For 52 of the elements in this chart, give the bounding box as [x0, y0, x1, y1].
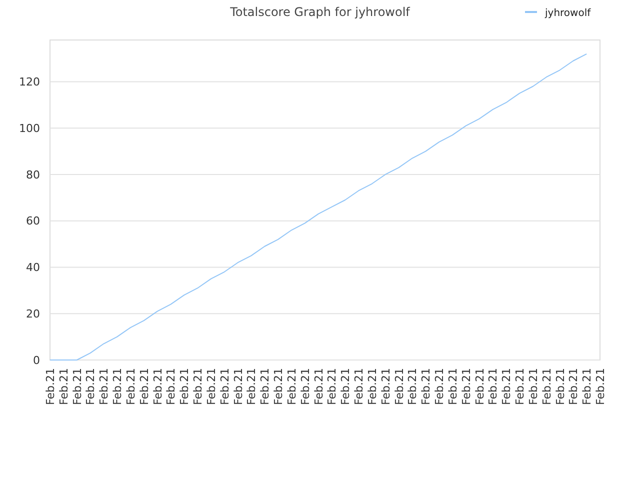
x-tick-label: Feb.21 [406, 368, 420, 405]
x-tick-label: Feb.21 [111, 368, 124, 405]
x-tick-label: Feb.21 [138, 368, 151, 405]
x-tick-label: Feb.21 [178, 368, 192, 405]
x-tick-label: Feb.21 [192, 368, 205, 405]
x-tick-label: Feb.21 [84, 368, 98, 405]
y-tick-label: 40 [26, 261, 40, 274]
x-tick-label: Feb.21 [204, 368, 218, 405]
x-tick-label: Feb.21 [70, 368, 84, 405]
x-tick-label: Feb.21 [366, 368, 379, 405]
chart-title: Totalscore Graph for jyhrowolf [229, 5, 411, 19]
x-tick-label: Feb.21 [473, 368, 486, 405]
x-tick-label: Feb.21 [567, 368, 580, 405]
y-tick-label: 80 [26, 168, 40, 182]
x-tick-label: Feb.21 [326, 368, 339, 405]
x-tick-label: Feb.21 [272, 368, 286, 405]
x-tick-label: Feb.21 [352, 368, 366, 405]
x-tick-label: Feb.21 [379, 368, 392, 405]
line-series [50, 53, 588, 360]
x-tick-label: Feb.21 [245, 368, 258, 405]
x-tick-label: Feb.21 [500, 368, 514, 405]
y-tick-label: 20 [26, 307, 40, 320]
y-tick-label: 60 [26, 214, 40, 228]
y-tick-label: 100 [19, 122, 40, 135]
x-tick-label: Feb.21 [526, 368, 540, 405]
y-tick-label: 120 [19, 76, 40, 89]
x-tick-label: Feb.21 [446, 368, 460, 405]
x-tick-label: Feb.21 [580, 368, 594, 405]
x-tick-label: Feb.21 [232, 368, 245, 405]
x-tick-label: Feb.21 [460, 368, 473, 405]
x-tick-label: Feb.21 [151, 368, 164, 405]
x-tick-label: Feb.21 [486, 368, 500, 405]
y-tick-label: 0 [33, 354, 40, 367]
x-tick-label: Feb.21 [285, 368, 298, 405]
x-tick-label: Feb.21 [420, 368, 433, 405]
x-tick-label: Feb.21 [514, 368, 527, 405]
x-tick-label: Feb.21 [312, 368, 326, 405]
x-tick-label: Feb.21 [392, 368, 406, 405]
x-tick-label: Feb.21 [258, 368, 272, 405]
x-tick-label: Feb.21 [339, 368, 352, 405]
x-tick-label: Feb.21 [540, 368, 554, 405]
x-tick-label: Feb.21 [164, 368, 178, 405]
x-tick-label: Feb.21 [57, 368, 70, 405]
x-tick-label: Feb.21 [554, 368, 567, 405]
x-tick-label: Feb.21 [44, 368, 57, 405]
x-tick-label: Feb.21 [218, 368, 232, 405]
x-tick-label: Feb.21 [98, 368, 111, 405]
x-tick-label: Feb.21 [298, 368, 312, 405]
x-tick-label: Feb.21 [433, 368, 446, 405]
x-tick-label: Feb.21 [594, 368, 607, 405]
legend-label: jyhrowolf [544, 8, 592, 19]
x-tick-label: Feb.21 [124, 368, 138, 405]
